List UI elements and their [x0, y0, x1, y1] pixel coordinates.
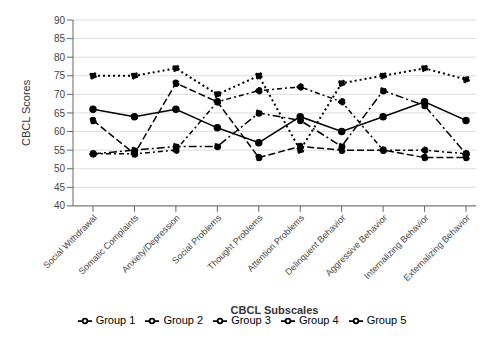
html-text:Group 5: Group 5	[366, 313, 407, 326]
svg-text:Externalizing Behavior: Externalizing Behavior	[402, 213, 472, 283]
svg-text:Social Problems: Social Problems	[170, 212, 224, 266]
svg-text:Delinquent Behavior: Delinquent Behavior	[283, 212, 348, 278]
svg-text:Internalizing Behavior: Internalizing Behavior	[362, 212, 431, 281]
svg-text:80: 80	[54, 52, 66, 63]
html-text:Group 4: Group 4	[298, 313, 339, 326]
svg-text:90: 90	[54, 15, 66, 26]
svg-text:Somatic Complaints: Somatic Complaints	[76, 212, 141, 277]
svg-text:45: 45	[54, 182, 66, 193]
svg-text:55: 55	[54, 145, 66, 156]
svg-text:Aggressive Behavior: Aggressive Behavior	[323, 212, 389, 279]
svg-text:CBCL Scores: CBCL Scores	[20, 79, 32, 146]
svg-text:40: 40	[54, 200, 66, 211]
svg-text:50: 50	[54, 163, 66, 174]
svg-text:85: 85	[54, 33, 66, 44]
svg-text:70: 70	[54, 89, 66, 100]
svg-text:Thought Problems: Thought Problems	[205, 212, 265, 272]
svg-text:Attention Problems: Attention Problems	[245, 212, 307, 274]
svg-text:CBCL Subscales: CBCL Subscales	[231, 304, 319, 316]
svg-text:65: 65	[54, 108, 66, 119]
svg-text:Social Withdrawal: Social Withdrawal	[41, 212, 99, 271]
html-text:Group 1: Group 1	[95, 313, 136, 326]
svg-text:75: 75	[54, 70, 66, 81]
html-text:Group 3: Group 3	[231, 313, 271, 326]
svg-text:Anxiety/Depression: Anxiety/Depression	[120, 213, 182, 275]
svg-text:60: 60	[54, 126, 66, 137]
html-text:Group 2: Group 2	[163, 313, 204, 326]
